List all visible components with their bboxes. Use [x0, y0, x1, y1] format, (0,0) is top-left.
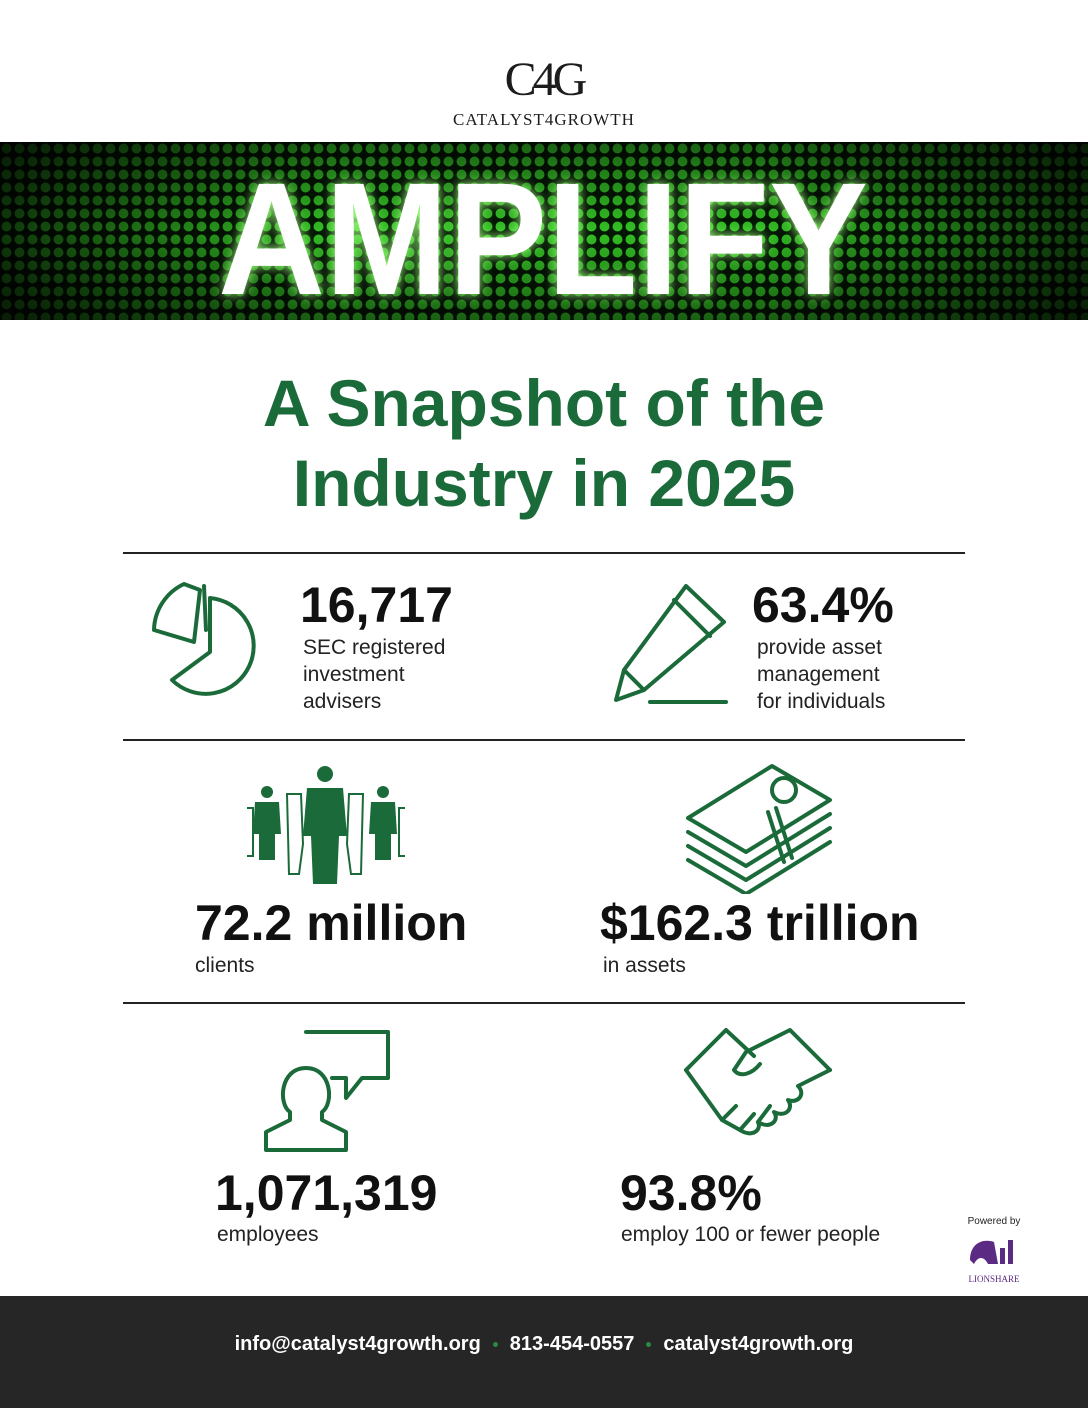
stat-description: provide asset management for individuals	[757, 634, 885, 715]
separator-dot	[492, 1341, 498, 1347]
stat-description: in assets	[603, 952, 686, 979]
stat-value: 93.8%	[620, 1165, 762, 1221]
powered-by-label: Powered by	[967, 1216, 1021, 1227]
stat-description: SEC registered investment advisers	[303, 634, 445, 715]
pie-icon	[152, 582, 256, 696]
stat-description: clients	[195, 952, 255, 979]
lionshare-text: LIONSHARE	[968, 1274, 1020, 1284]
description-line: clients	[195, 954, 255, 977]
divider	[123, 552, 965, 554]
stat-value: $162.3 trillion	[600, 895, 920, 951]
title-line: Industry in 2025	[292, 446, 796, 520]
title-line: A Snapshot of the	[262, 366, 826, 440]
lionshare-logo	[970, 1240, 1013, 1264]
separator-dot	[646, 1341, 652, 1347]
description-line: in assets	[603, 954, 686, 977]
banner-glow: AMPLIFY	[218, 149, 868, 320]
description-line: investment	[303, 663, 405, 686]
banner-text: AMPLIFY	[218, 149, 868, 320]
banner: AMPLIFY AMPLIFY	[0, 142, 1088, 320]
description-line: employees	[217, 1223, 319, 1246]
stat-value: 16,717	[300, 577, 453, 633]
footer-phone[interactable]: 813-454-0557	[509, 1332, 635, 1355]
person-chat-icon	[264, 1030, 390, 1152]
footer: info@catalyst4growth.org 813-454-0557 ca…	[0, 1296, 1088, 1408]
stat-value: 72.2 million	[195, 895, 468, 951]
divider	[123, 739, 965, 741]
people-icon	[247, 766, 405, 884]
description-line: management	[757, 663, 880, 686]
description-line: advisers	[303, 690, 382, 713]
stat-value: 1,071,319	[215, 1165, 438, 1221]
stat-value: 63.4%	[752, 577, 894, 633]
logo-text: CATALYST4GROWTH	[453, 110, 635, 129]
pencil-icon	[614, 584, 728, 704]
footer-email[interactable]: info@catalyst4growth.org	[234, 1332, 481, 1355]
description-line: provide asset	[757, 636, 882, 659]
stat-description: employees	[217, 1221, 319, 1248]
logo-mark: C4G	[504, 53, 588, 106]
description-line: SEC registered	[303, 636, 446, 659]
money-icon	[686, 764, 832, 894]
divider	[123, 1002, 965, 1004]
footer-website[interactable]: catalyst4growth.org	[663, 1332, 854, 1355]
description-line: for individuals	[757, 690, 886, 713]
description-line: employ 100 or fewer people	[621, 1223, 881, 1246]
handshake-icon	[684, 1028, 832, 1136]
stat-description: employ 100 or fewer people	[621, 1221, 880, 1248]
